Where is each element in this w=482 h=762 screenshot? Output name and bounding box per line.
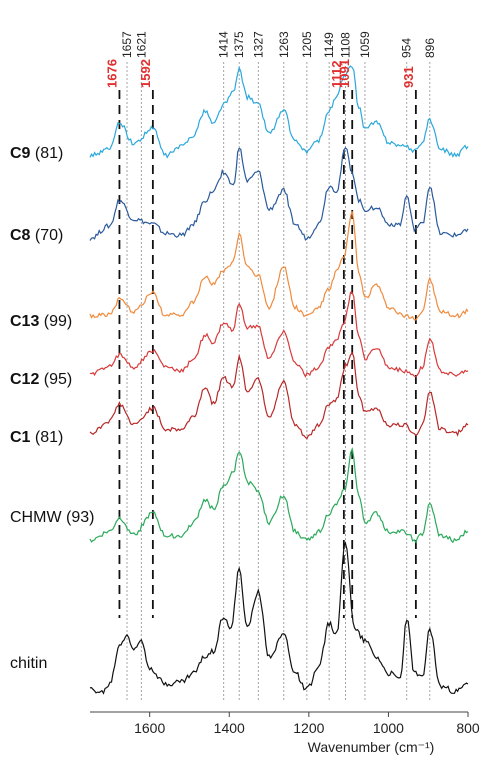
series-name-rest: chitin [10, 655, 47, 672]
series-name-rest: CHMW (93) [10, 509, 94, 526]
peak-label-red: 1676 [104, 59, 119, 88]
spectrum-line [89, 65, 469, 159]
series-name-bold: C1 [10, 429, 31, 446]
spectrum-line [89, 147, 469, 241]
peak-label: 1375 [232, 31, 246, 58]
series-group [89, 65, 469, 695]
peak-label: 1657 [120, 31, 134, 58]
series-names: C9 (81) C8 (70) C13 (99) C12 (95) C1 (81) CHM… [10, 145, 94, 672]
x-tick-label: 1200 [293, 720, 324, 736]
peak-label: 954 [400, 38, 414, 58]
x-ticks: 1600 1400 1200 1000 800 [134, 712, 480, 736]
peak-label: 1414 [217, 31, 231, 58]
spectrum-line [89, 351, 469, 440]
series-name-bold: C8 [10, 227, 31, 244]
peak-label-red: 1091 [337, 59, 352, 88]
series-name: C12 (95) [10, 371, 72, 388]
series-name: CHMW (93) [10, 509, 94, 526]
series-name-rest: (99) [39, 313, 72, 330]
spectrum-line [89, 211, 469, 321]
spectrum-line [89, 446, 469, 544]
spectrum-line [89, 291, 469, 378]
peak-label: 1327 [251, 31, 265, 58]
x-axis: 1600 1400 1200 1000 800 Wavenumber (cm⁻¹) [90, 711, 480, 755]
peak-label: 1621 [134, 31, 148, 58]
series-name-rest: (81) [30, 429, 63, 446]
series-name: C8 (70) [10, 227, 63, 244]
peak-label: 1059 [358, 31, 372, 58]
peak-label: 1108 [338, 32, 352, 58]
series-name-bold: C12 [10, 371, 39, 388]
peak-label-red: 1592 [138, 59, 153, 88]
x-tick-label: 800 [456, 720, 480, 736]
series-name-bold: C9 [10, 145, 31, 162]
series-name-rest: (95) [39, 371, 72, 388]
peak-labels: 1657 1621 1414 1375 1327 1263 1205 1149 1108 1059… [104, 31, 436, 88]
series-name: C9 (81) [10, 145, 63, 162]
x-axis-label: Wavenumber (cm⁻¹) [308, 739, 435, 755]
series-name: C1 (81) [10, 429, 63, 446]
peak-label: 1263 [277, 31, 291, 58]
series-name: C13 (99) [10, 313, 72, 330]
x-tick-label: 1400 [214, 720, 245, 736]
spectrum-line [89, 541, 469, 695]
series-name-bold: C13 [10, 313, 39, 330]
peak-label: 1205 [300, 31, 314, 58]
series-name: chitin [10, 655, 47, 672]
series-name-rest: (81) [30, 145, 63, 162]
peak-lines [118, 62, 431, 700]
x-tick-label: 1600 [134, 720, 165, 736]
peak-label-red: 931 [401, 66, 416, 88]
peak-label: 896 [423, 38, 437, 58]
series-name-rest: (70) [30, 227, 63, 244]
x-tick-label: 1000 [373, 720, 404, 736]
peak-label-red: 1112 [329, 61, 344, 89]
peak-label: 1149 [322, 32, 336, 58]
